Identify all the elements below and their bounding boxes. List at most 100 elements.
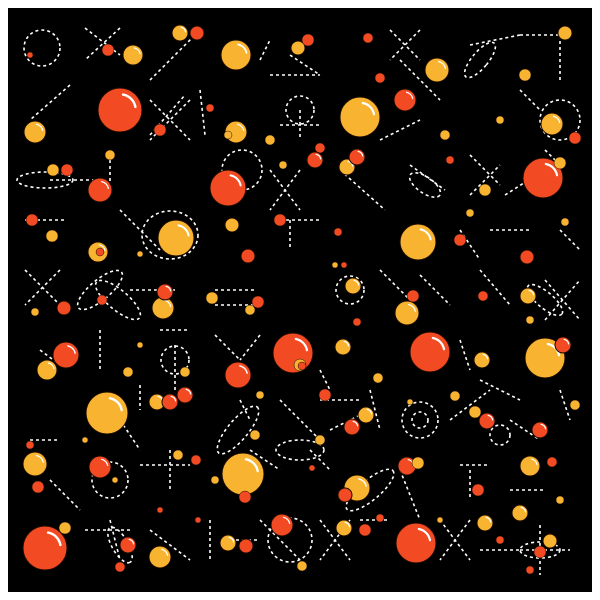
red-circle [238,538,254,554]
red-circle [340,261,348,269]
circle-body [85,391,129,435]
circle-body [25,213,39,227]
circle-highlight [315,153,322,160]
circle-body [101,43,115,57]
circle-body [36,359,58,381]
circle-body [352,317,362,327]
circle-body [471,483,485,497]
red-circle [445,155,455,165]
dashed-line [459,339,471,371]
yellow-circle [439,129,451,141]
dashed-line [239,334,261,361]
circle-body [46,163,60,177]
circle-body [22,451,48,477]
yellow-circle [122,366,134,378]
dashed-orbit [539,99,581,141]
red-circle [114,561,126,573]
dashed-orbit [141,210,199,260]
red-circle [95,247,105,257]
red-circle [568,131,582,145]
red-circle [31,480,45,494]
dashed-orbit [408,171,442,199]
red-circle [495,535,505,545]
yellow-circle [290,40,306,56]
circle-highlight [487,414,494,421]
circle-body [424,57,450,83]
circle-body [473,351,491,369]
dashed-line [544,279,581,321]
circle-body [88,455,112,479]
circle-body [114,561,126,573]
circle-body [362,32,374,44]
circle-body [220,39,252,71]
yellow-circle [519,455,541,477]
circle-body [156,283,174,301]
circle-highlight [239,365,248,374]
circle-body [519,249,535,265]
yellow-circle [495,115,505,125]
circle-body [344,277,362,295]
dashed-line [559,389,571,421]
circle-body [272,332,314,374]
yellow-circle [424,57,450,83]
red-circle [119,536,137,554]
dashed-orbit [489,424,511,446]
red-circle [56,300,72,316]
circle-body [172,449,184,461]
red-circle [238,490,252,504]
circle-body [122,44,144,66]
circle-body [533,545,547,559]
yellow-circle [224,217,240,233]
yellow-circle [525,315,535,325]
circle-body [525,315,535,325]
circle-highlight [563,338,570,345]
yellow-circle [46,163,60,177]
circle-body [518,68,532,82]
circle-highlight [438,60,447,69]
dashed-line [309,449,331,471]
red-circle [358,523,372,537]
circle-body [52,341,80,369]
yellow-circle [399,223,437,261]
circle-body [45,229,59,243]
dashed-orbit [401,401,439,439]
yellow-circle [136,250,144,258]
circle-body [525,565,535,575]
circle-body [156,506,164,514]
circle-body [179,366,191,378]
circle-body [395,522,437,564]
circle-highlight [236,123,245,132]
yellow-circle [30,307,40,317]
circle-body [209,169,247,207]
circle-highlight [98,244,106,252]
yellow-circle [476,514,494,532]
dashed-line [29,84,71,121]
red-circle [314,142,326,154]
circle-body [221,452,265,496]
red-circle [189,25,205,41]
dashed-line [249,449,281,471]
red-circle [209,169,247,207]
circle-body [122,366,134,378]
circle-body [335,519,353,537]
circle-highlight [552,115,561,124]
yellow-circle [219,534,237,552]
circle-body [30,307,40,317]
yellow-circle [314,434,326,446]
circle-body [306,151,324,169]
circle-body [340,261,348,269]
circle-body [568,131,582,145]
circle-body [569,399,581,411]
yellow-circle [542,533,558,549]
red-circle [318,388,332,402]
circle-highlight [405,91,414,100]
yellow-circle [148,545,172,569]
circle-body [511,504,529,522]
yellow-circle [339,96,381,138]
circles-layer [22,24,582,575]
circle-highlight [128,538,135,545]
circle-body [477,290,489,302]
dashed-orbit [526,283,564,317]
red-circle [156,283,174,301]
